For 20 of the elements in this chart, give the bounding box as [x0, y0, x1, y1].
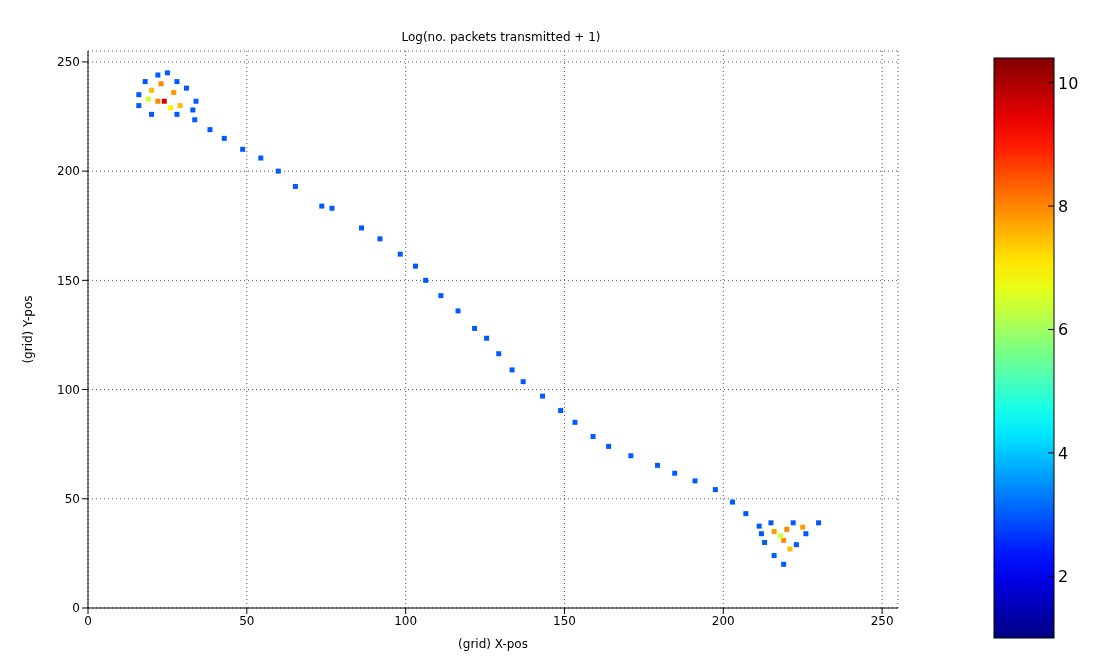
chart-title: Log(no. packets transmitted + 1): [400, 30, 602, 44]
x-axis-title: (grid) X-pos: [458, 637, 528, 651]
y-tick-label: 100: [57, 382, 80, 397]
x-tick-label: 150: [553, 613, 576, 628]
x-tick-label: 250: [870, 613, 894, 628]
y-tick-label: 250: [57, 55, 80, 70]
color-bar-label: 4: [1058, 443, 1069, 463]
x-tick-label: 200: [711, 613, 735, 628]
x-tick-label: 0: [84, 613, 92, 628]
y-axis-title: (grid) Y-pos: [21, 295, 36, 364]
y-tick-label: 50: [64, 492, 80, 507]
y-tick-label: 200: [57, 164, 80, 179]
color-bar-label: 6: [1058, 320, 1069, 340]
y-tick-label: 0: [72, 601, 80, 616]
x-tick-label: 100: [394, 613, 418, 628]
y-tick-label: 150: [57, 273, 80, 288]
color-bar-label: 10: [1058, 73, 1079, 93]
x-tick-label: 50: [239, 613, 255, 628]
color-bar-label: 8: [1058, 197, 1069, 217]
color-bar-label: 2: [1058, 567, 1069, 587]
